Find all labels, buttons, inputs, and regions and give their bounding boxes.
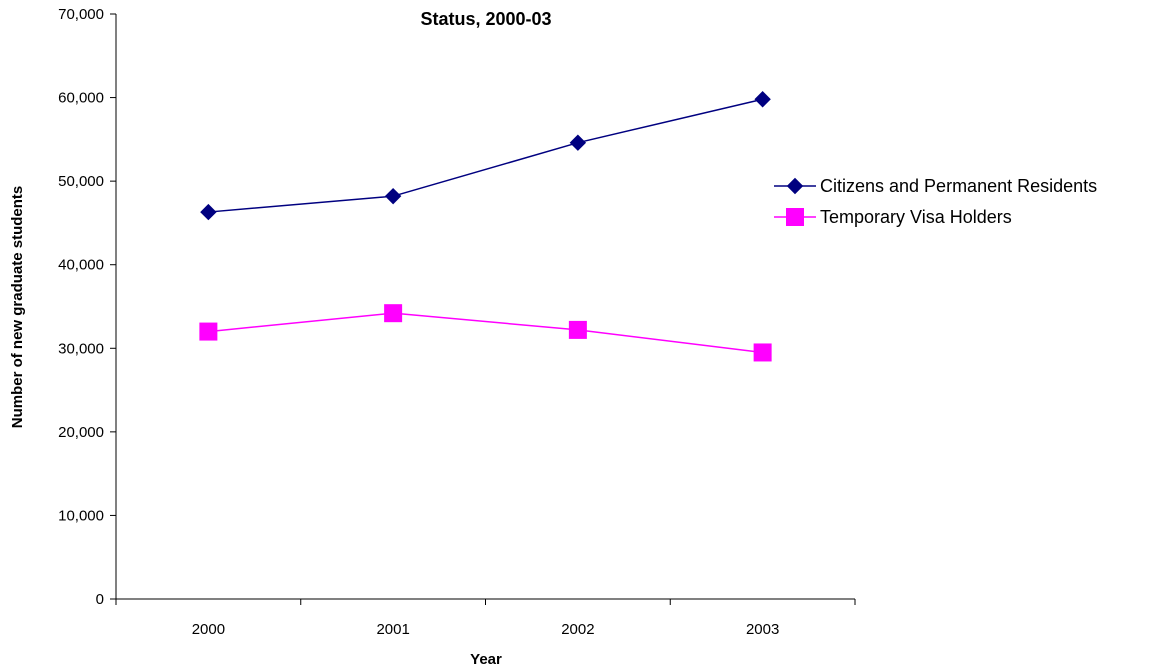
y-tick-label: 50,000 — [58, 173, 104, 190]
series-line — [208, 98, 763, 213]
y-tick-label: 40,000 — [58, 257, 104, 274]
data-point — [384, 304, 403, 323]
plot-area — [199, 91, 772, 362]
y-tick-label: 0 — [96, 591, 104, 608]
x-tick-label: 2000 — [192, 621, 225, 638]
y-tick-label: 30,000 — [58, 340, 104, 357]
legend-marker — [786, 208, 804, 226]
legend-item: Temporary Visa Holders — [774, 207, 1012, 227]
y-tick-label: 20,000 — [58, 424, 104, 441]
series-1 — [200, 91, 771, 221]
legend-label: Citizens and Permanent Residents — [820, 176, 1097, 196]
x-tick-label: 2002 — [561, 621, 594, 638]
data-point — [754, 91, 771, 108]
legend-marker — [786, 177, 804, 195]
x-axis-title: Year — [470, 651, 502, 668]
y-axis-title: Number of new graduate students — [9, 186, 26, 429]
y-axis: 0 10,000 20,000 30,000 40,000 50,000 60,000 70,… — [58, 6, 117, 608]
series-line — [208, 312, 763, 354]
data-point — [568, 320, 587, 339]
x-tick-label: 2003 — [746, 621, 779, 638]
y-tick-label: 60,000 — [58, 90, 104, 107]
y-tick-label: 70,000 — [58, 6, 104, 23]
data-point — [569, 134, 587, 151]
data-point — [384, 187, 402, 205]
data-point — [199, 322, 218, 341]
data-point — [753, 343, 772, 362]
x-axis: 2000 2001 2002 2003 — [115, 598, 856, 638]
legend-item: Citizens and Permanent Residents — [774, 176, 1097, 196]
chart-title: Status, 2000-03 — [420, 9, 551, 29]
y-tick-label: 10,000 — [58, 507, 104, 524]
data-point — [200, 203, 217, 221]
legend: Citizens and Permanent Residents Temporar… — [774, 176, 1097, 227]
series-2 — [199, 304, 772, 362]
legend-label: Temporary Visa Holders — [820, 207, 1012, 227]
x-tick-label: 2001 — [376, 621, 409, 638]
